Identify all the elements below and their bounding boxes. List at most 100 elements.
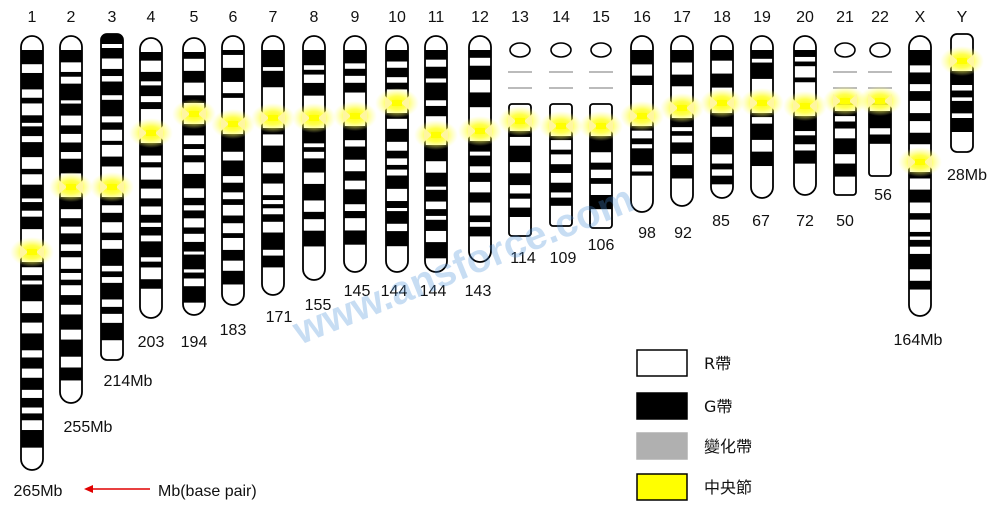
g-band: [262, 204, 284, 209]
centromere: [875, 98, 885, 104]
g-band: [101, 140, 123, 145]
g-band: [303, 183, 325, 201]
g-band: [751, 50, 773, 59]
chromosome-outline: [508, 103, 532, 237]
centromere: [107, 184, 117, 190]
centromere-notch: [75, 180, 83, 194]
g-band: [262, 214, 284, 222]
g-band: [183, 144, 205, 150]
centromere-notch: [468, 124, 476, 138]
centromere: [677, 105, 687, 111]
centromere-notch: [868, 94, 876, 108]
arrow-head-icon: [84, 485, 93, 493]
g-band: [60, 268, 82, 273]
g-band: [303, 147, 325, 152]
chromosome-label: 21: [836, 9, 854, 26]
g-band: [262, 70, 284, 88]
g-band: [140, 198, 162, 207]
g-band: [509, 207, 531, 217]
chromosome-size-label: 265Mb: [14, 483, 63, 500]
g-band: [140, 71, 162, 82]
g-band: [909, 239, 931, 247]
g-band: [140, 162, 162, 168]
g-band: [951, 90, 973, 98]
chromosome-12: 12 143: [458, 9, 502, 300]
chromosome-body: [509, 104, 531, 236]
g-band: [386, 211, 408, 224]
g-band: [631, 138, 653, 145]
centromere-notch: [385, 96, 393, 110]
g-band: [631, 50, 653, 65]
g-band: [140, 52, 162, 61]
chromosome-outline: [182, 37, 206, 316]
chromosome-outline: [261, 35, 285, 296]
g-band: [590, 194, 612, 210]
chromosome-size-label: 85: [712, 213, 730, 230]
g-band: [140, 179, 162, 189]
chromosome-outline: [424, 35, 448, 273]
g-band: [101, 99, 123, 117]
legend-label-g-band: G帶: [704, 397, 732, 416]
g-band: [951, 118, 973, 132]
chromosome-size-label: 92: [674, 225, 692, 242]
centromere-notch: [440, 128, 448, 142]
g-band: [671, 165, 693, 179]
band-group: [425, 50, 447, 259]
chromosome-outline: [302, 35, 326, 281]
legend: R帶 G帶 變化帶 中央節: [636, 349, 752, 501]
chromosome-outline: [710, 35, 734, 199]
g-band: [183, 210, 205, 219]
centromere: [146, 130, 156, 136]
chromosome-outline: [385, 35, 409, 273]
centromere-notch: [924, 155, 932, 169]
unit-note: Mb(base pair): [84, 483, 257, 500]
g-band: [344, 68, 366, 76]
g-band: [183, 52, 205, 59]
g-band: [834, 163, 856, 177]
g-band: [425, 105, 447, 117]
g-band: [344, 50, 366, 64]
g-band: [344, 82, 366, 93]
centromere-notch: [750, 96, 758, 110]
chromosome-outline: [549, 103, 573, 227]
g-band: [222, 182, 244, 193]
centromere-notch: [343, 109, 351, 123]
g-band: [60, 158, 82, 174]
g-band: [671, 74, 693, 87]
g-band: [909, 213, 931, 220]
g-band: [834, 138, 856, 155]
g-band: [101, 282, 123, 300]
g-band: [183, 272, 205, 279]
g-band: [425, 189, 447, 202]
legend-swatch-r-band: [636, 349, 688, 377]
chromosome-7: 7 171: [251, 9, 295, 326]
chromosome-14: 14 109: [539, 9, 583, 267]
g-band: [671, 131, 693, 136]
g-band: [711, 50, 733, 61]
g-band: [386, 231, 408, 247]
centromere-notch: [908, 155, 916, 169]
centromere-notch: [277, 111, 285, 125]
g-band: [21, 313, 43, 323]
g-band: [794, 61, 816, 67]
g-band: [60, 71, 82, 77]
chromosome-size-label: 143: [465, 283, 492, 300]
chromosome-size-label: 109: [550, 250, 577, 267]
chromosome-outline: [670, 35, 694, 207]
g-band: [140, 85, 162, 97]
centromere: [637, 113, 647, 119]
g-band: [303, 158, 325, 173]
g-band: [101, 306, 123, 314]
g-band: [183, 197, 205, 206]
g-band: [101, 81, 123, 96]
g-band: [751, 62, 773, 79]
g-band: [101, 34, 123, 44]
centromere: [66, 184, 76, 190]
centromere: [228, 121, 238, 127]
centromere-notch: [549, 119, 557, 133]
g-band: [425, 219, 447, 231]
g-band: [21, 377, 43, 390]
g-band: [262, 145, 284, 163]
chromosome-10: 10 144: [375, 9, 419, 300]
